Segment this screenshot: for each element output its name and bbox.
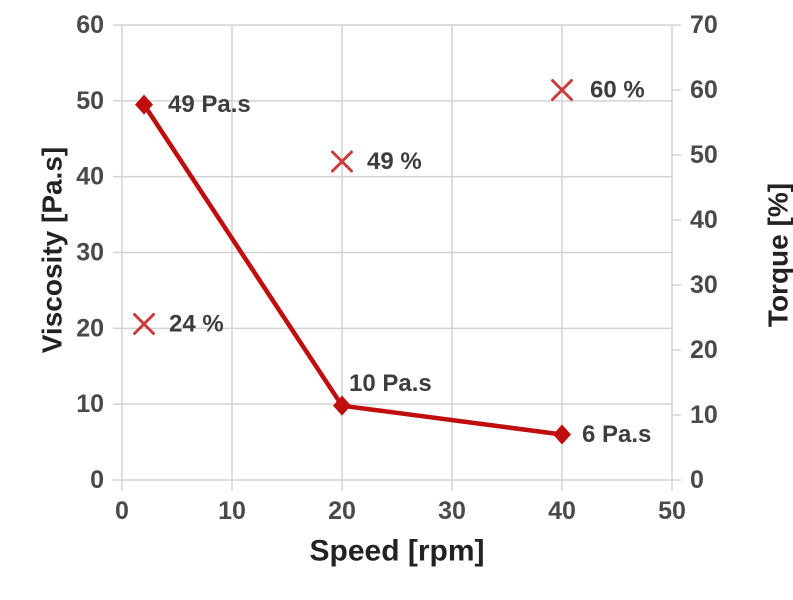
left-tick-label: 50 bbox=[76, 87, 104, 115]
left-tick-label: 20 bbox=[76, 314, 104, 342]
viscosity-point-marker bbox=[333, 395, 351, 416]
torque-point-label: 60 % bbox=[590, 77, 645, 104]
right-tick-label: 70 bbox=[690, 11, 718, 39]
torque-x-marker bbox=[331, 150, 353, 173]
torque-x-marker bbox=[133, 313, 155, 335]
left-tick-label: 40 bbox=[76, 163, 104, 191]
right-axis-title: Torque [%] bbox=[763, 183, 793, 327]
torque-point-label: 49 % bbox=[367, 148, 422, 175]
x-marker-stroke bbox=[133, 313, 155, 335]
x-marker-stroke bbox=[551, 79, 573, 101]
right-tick-label: 0 bbox=[690, 466, 704, 494]
right-tick-label: 30 bbox=[690, 271, 718, 299]
x-marker-stroke bbox=[331, 150, 353, 173]
series-layer bbox=[133, 79, 573, 445]
viscosity-point-label: 49 Pa.s bbox=[168, 91, 251, 118]
torque-x-marker bbox=[551, 79, 573, 101]
left-tick-label: 30 bbox=[76, 239, 104, 267]
x-tick-label: 40 bbox=[548, 497, 576, 525]
right-tick-label: 40 bbox=[690, 206, 718, 234]
viscosity-point-label: 6 Pa.s bbox=[582, 421, 651, 448]
right-tick-label: 10 bbox=[690, 401, 718, 429]
tickmark-layer bbox=[113, 24, 681, 491]
torque-point-label: 24 % bbox=[169, 311, 224, 338]
right-tick-label: 20 bbox=[690, 336, 718, 364]
x-axis-title: Speed [rpm] bbox=[309, 535, 484, 568]
left-tick-label: 60 bbox=[76, 11, 104, 39]
viscosity-point-marker bbox=[135, 94, 153, 115]
left-tick-label: 10 bbox=[76, 390, 104, 418]
viscosity-point-label: 10 Pa.s bbox=[349, 370, 432, 397]
label-layer: 49 Pa.s 10 Pa.s 6 Pa.s 24 % 49 % 60 % bbox=[168, 77, 651, 449]
right-tick-label: 60 bbox=[690, 76, 718, 104]
left-axis-title: Viscosity [Pa.s] bbox=[37, 147, 68, 353]
viscosity-point-marker bbox=[553, 424, 571, 445]
x-tick-label: 20 bbox=[328, 497, 356, 525]
x-tick-label: 0 bbox=[115, 497, 129, 525]
right-tick-label: 50 bbox=[690, 141, 718, 169]
x-tick-label: 10 bbox=[218, 497, 246, 525]
left-tick-label: 0 bbox=[90, 466, 104, 494]
x-tick-label: 30 bbox=[438, 497, 466, 525]
x-tick-label: 50 bbox=[658, 497, 686, 525]
